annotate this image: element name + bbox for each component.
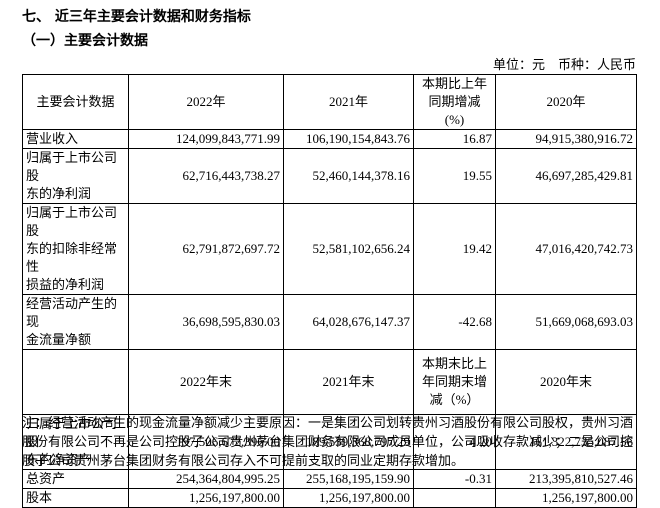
table-row: 归属于上市公司股 东的扣除非经常性 损益的净利润 62,791,872,697.7…	[22, 203, 637, 295]
row-label: 归属于上市公司股 东的净利润	[22, 148, 129, 204]
cell: 36,698,595,830.03	[128, 294, 284, 350]
cell: 62,716,443,738.27	[128, 148, 284, 204]
row-label: 归属于上市公司股 东的净资产	[22, 414, 129, 470]
cell: 106,190,154,843.76	[283, 129, 414, 149]
header-row: 主要会计数据 2022年 2021年 本期比上年 同期增减 (%) 2020年	[22, 74, 637, 130]
header-cell: 2020年	[495, 74, 637, 130]
cell: 1,256,197,800.00	[283, 488, 414, 508]
page: 七、 近三年主要会计数据和财务指标 （一）主要会计数据 单位：元 币种：人民币 …	[22, 9, 637, 508]
cell: 64,028,676,147.37	[283, 294, 414, 350]
header-cell: 2021年末	[283, 349, 414, 415]
cell: 62,791,872,697.72	[128, 203, 284, 295]
header-cell: 2022年	[128, 74, 284, 130]
cell: 213,395,810,527.46	[495, 469, 637, 489]
heading: 七、 近三年主要会计数据和财务指标	[22, 9, 251, 25]
header-cell: 2022年末	[128, 349, 284, 415]
cell: 52,460,144,378.16	[283, 148, 414, 204]
row-label: 营业收入	[22, 129, 129, 149]
cell: 1,256,197,800.00	[128, 488, 284, 508]
cell: 16.87	[413, 129, 496, 149]
cell: 161,322,735,087.56	[495, 414, 637, 470]
table-row: 归属于上市公司股 东的净利润 62,716,443,738.27 52,460,14…	[22, 148, 637, 204]
cell: 197,506,672,396.00	[128, 414, 284, 470]
header-cell: 本期末比上 年同期末增 减（%）	[413, 349, 496, 415]
table-row: 营业收入 124,099,843,771.99 106,190,154,843.76…	[22, 129, 637, 149]
cell: 94,915,380,916.72	[495, 129, 637, 149]
header-cell	[22, 349, 129, 415]
cell: 19.55	[413, 148, 496, 204]
row-label: 总资产	[22, 469, 129, 489]
subheading: （一）主要会计数据	[22, 33, 148, 49]
cell: 46,697,285,429.81	[495, 148, 637, 204]
header-cell: 主要会计数据	[22, 74, 129, 130]
unit-note: 单位：元 币种：人民币	[492, 57, 636, 72]
table-row: 经营活动产生的现 金流量净额 36,698,595,830.03 64,028,67…	[22, 294, 637, 350]
table-row: 归属于上市公司股 东的净资产 197,506,672,396.00 189,539,…	[22, 414, 637, 470]
cell: -42.68	[413, 294, 496, 350]
header-cell: 2021年	[283, 74, 414, 130]
cell: 51,669,068,693.03	[495, 294, 637, 350]
cell: 255,168,195,159.90	[283, 469, 414, 489]
cell: 189,539,368,797.29	[283, 414, 414, 470]
header-cell: 2020年末	[495, 349, 637, 415]
header-row: 2022年末 2021年末 本期末比上 年同期末增 减（%） 2020年末	[22, 349, 637, 415]
cell: 254,364,804,995.25	[128, 469, 284, 489]
cell	[413, 488, 496, 508]
note: 注：经营活动产生的现金流量净额减少主要原因：一是集团公司划转贵州习酒股份有限公司…	[22, 415, 634, 468]
row-label: 股本	[22, 488, 129, 508]
cell: -0.31	[413, 469, 496, 489]
cell: 124,099,843,771.99	[128, 129, 284, 149]
table-row: 股本 1,256,197,800.00 1,256,197,800.00 1,256,…	[22, 488, 637, 508]
cell: 47,016,420,742.73	[495, 203, 637, 295]
row-label: 经营活动产生的现 金流量净额	[22, 294, 129, 350]
cell: 19.42	[413, 203, 496, 295]
table-row: 总资产 254,364,804,995.25 255,168,195,159.90-…	[22, 469, 637, 489]
cell: 52,581,102,656.24	[283, 203, 414, 295]
cell: 1,256,197,800.00	[495, 488, 637, 508]
row-label: 归属于上市公司股 东的扣除非经常性 损益的净利润	[22, 203, 129, 295]
header-cell: 本期比上年 同期增减 (%)	[413, 74, 496, 130]
